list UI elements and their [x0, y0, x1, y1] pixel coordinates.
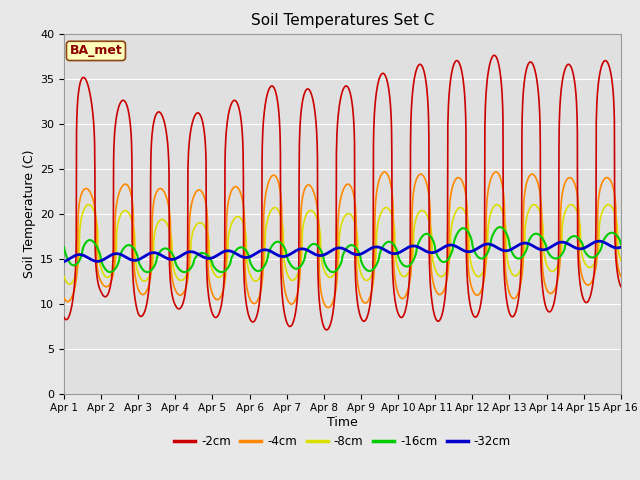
X-axis label: Time: Time [327, 416, 358, 429]
Y-axis label: Soil Temperature (C): Soil Temperature (C) [23, 149, 36, 278]
Legend: -2cm, -4cm, -8cm, -16cm, -32cm: -2cm, -4cm, -8cm, -16cm, -32cm [169, 430, 516, 453]
Title: Soil Temperatures Set C: Soil Temperatures Set C [251, 13, 434, 28]
Text: BA_met: BA_met [70, 44, 122, 58]
